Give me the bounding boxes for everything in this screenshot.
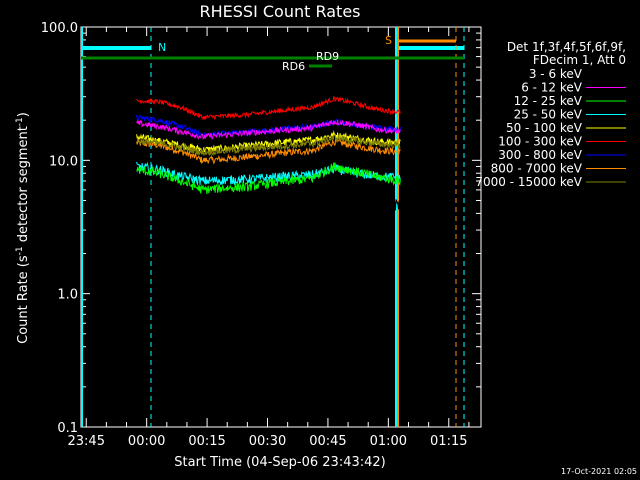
series-line-25-50kev <box>136 161 401 186</box>
x-axis-title: Start Time (04-Sep-06 23:43:42) <box>174 455 385 470</box>
legend-label: 25 - 50 keV <box>514 108 583 122</box>
y-axis-title: Count Rate (s-1 detector segment-1) <box>15 112 31 344</box>
series-line-7000-15000kev <box>136 134 401 156</box>
series-line-800-7000kev <box>136 136 401 165</box>
series-line-12-25kev <box>136 162 401 195</box>
legend-header-line1: Det 1f,3f,4f,5f,6f,9f, <box>507 40 626 54</box>
series-line-100-300kev <box>136 95 401 121</box>
x-tick-label: 00:45 <box>309 434 346 449</box>
y-tick-label: 0.1 <box>57 421 78 436</box>
y-tick-label: 1.0 <box>57 288 78 303</box>
legend-label: 50 - 100 keV <box>506 121 583 135</box>
footer-timestamp: 17-Oct-2021 02:05 <box>561 467 637 476</box>
series-line-6-12kev <box>136 118 401 141</box>
series-line-3-6kev <box>136 175 401 222</box>
plot-frame <box>80 26 482 428</box>
legend-label: 800 - 7000 keV <box>491 162 583 176</box>
legend-label: 100 - 300 keV <box>498 135 582 149</box>
legend-label: 6 - 12 keV <box>521 81 583 95</box>
x-tick-label: 01:00 <box>370 434 407 449</box>
x-tick-label: 00:15 <box>188 434 225 449</box>
legend-header-line2: FDecim 1, Att 0 <box>533 53 626 67</box>
legend-label: 300 - 800 keV <box>498 148 582 162</box>
x-tick-label: 23:45 <box>68 434 105 449</box>
legend-label: 3 - 6 keV <box>529 67 583 81</box>
chart-title: RHESSI Count Rates <box>200 2 361 21</box>
x-tick-label: 00:00 <box>128 434 165 449</box>
y-tick-label: 10.0 <box>49 154 78 169</box>
saa-label: S <box>385 34 392 47</box>
y-tick-label: 100.0 <box>41 21 78 36</box>
rd9-label: RD9 <box>316 50 339 63</box>
night-label: N <box>158 41 166 54</box>
x-tick-label: 00:30 <box>249 434 286 449</box>
legend-label: 7000 - 15000 keV <box>475 175 582 189</box>
legend-label: 12 - 25 keV <box>514 94 583 108</box>
x-tick-label: 01:15 <box>430 434 467 449</box>
plot-layer: 0.1 1.0 10.0 100.0 23:45 00:00 00:15 00:30 00:45… <box>41 21 482 449</box>
rd6-label: RD6 <box>282 60 305 73</box>
